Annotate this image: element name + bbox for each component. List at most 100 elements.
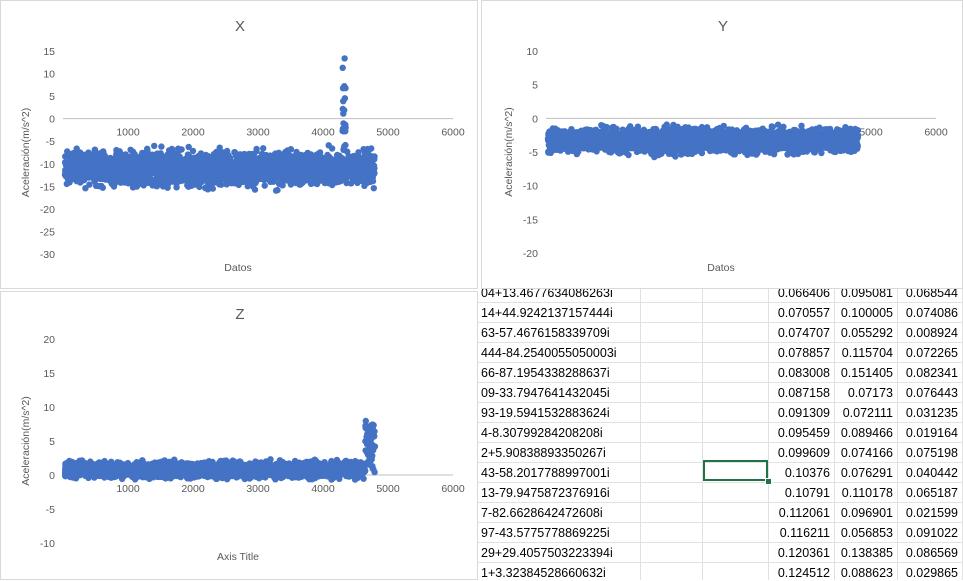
data-point [314,181,320,187]
data-point [663,146,669,152]
data-point [155,174,161,180]
data-point [130,148,136,154]
data-point [185,156,191,162]
x-axis-title: Datos [224,262,251,274]
data-point [371,185,377,191]
data-point [198,176,204,182]
data-point [246,173,252,179]
data-point [175,146,181,152]
data-point [205,183,211,189]
data-point [633,128,639,134]
data-point [118,159,124,165]
data-point [342,95,348,101]
data-point [731,132,737,138]
data-point [63,160,69,166]
data-point [754,131,760,137]
data-point [653,142,659,148]
data-point [178,162,184,168]
data-point [699,129,705,135]
data-point [273,187,279,193]
y-tick-label: 5 [49,436,55,448]
data-point [339,176,345,182]
data-point [192,158,198,164]
data-point [715,142,721,148]
data-point [361,174,367,180]
data-point [347,154,353,160]
data-point [594,143,600,149]
y-tick-label: -5 [46,136,55,148]
data-point [677,137,683,143]
data-point [82,155,88,161]
data-point [571,131,577,137]
y-tick-label: -5 [529,147,538,159]
y-tick-label: 15 [43,46,55,58]
y-tick-label: 0 [49,470,55,482]
data-point [68,169,74,175]
data-point [228,167,234,173]
data-point [699,146,705,152]
data-point [558,142,564,148]
data-point [260,145,266,151]
data-point [696,139,702,145]
data-point [254,161,260,167]
data-point [262,165,268,171]
data-point [244,154,250,160]
data-point [92,178,98,184]
chart-title: Y [718,18,728,35]
y-tick-label: 0 [49,114,55,126]
y-axis-title: Aceleración(m/s^2) [503,107,515,197]
data-point [726,136,732,142]
data-point [584,144,590,150]
data-point [165,173,171,179]
data-point [771,135,777,141]
data-point [110,177,116,183]
data-point [290,173,296,179]
data-point [233,179,239,185]
data-point [834,146,840,152]
data-point [584,133,590,139]
x-tick-label: 5000 [376,483,400,495]
data-point [651,129,657,135]
data-point [749,137,755,143]
data-point [158,143,164,149]
data-point [726,127,732,133]
data-point [362,159,368,165]
data-point [804,148,810,154]
data-point [625,152,631,158]
data-point [242,163,248,169]
data-point [744,128,750,134]
x-axis-title: Datos [707,262,734,274]
data-point [295,179,301,185]
data-point [84,169,90,175]
data-point [151,143,157,149]
x-tick-label: 4000 [311,127,335,139]
data-point [64,181,70,187]
data-point [683,136,689,142]
data-point [220,161,226,167]
x-tick-label: 1000 [116,127,140,139]
data-point [255,169,261,175]
data-point [73,161,79,167]
data-point [313,174,319,180]
data-point [198,163,204,169]
chart-y[interactable]: Y1050-5-10-15-20100020003000400050006000… [481,0,963,289]
data-point [728,149,734,155]
y-tick-label: 10 [526,46,538,58]
y-tick-label: 5 [532,80,538,92]
data-point [273,174,279,180]
data-point [92,161,98,167]
x-tick-label: 2000 [181,127,205,139]
y-tick-label: 10 [43,69,55,81]
data-point [85,149,91,155]
data-point [706,140,712,146]
chart-title: Z [235,306,244,323]
data-point [341,55,347,61]
data-point [190,148,196,154]
data-point [342,142,348,148]
data-point [170,163,176,169]
data-point [790,142,796,148]
y-tick-label: -10 [523,181,538,193]
